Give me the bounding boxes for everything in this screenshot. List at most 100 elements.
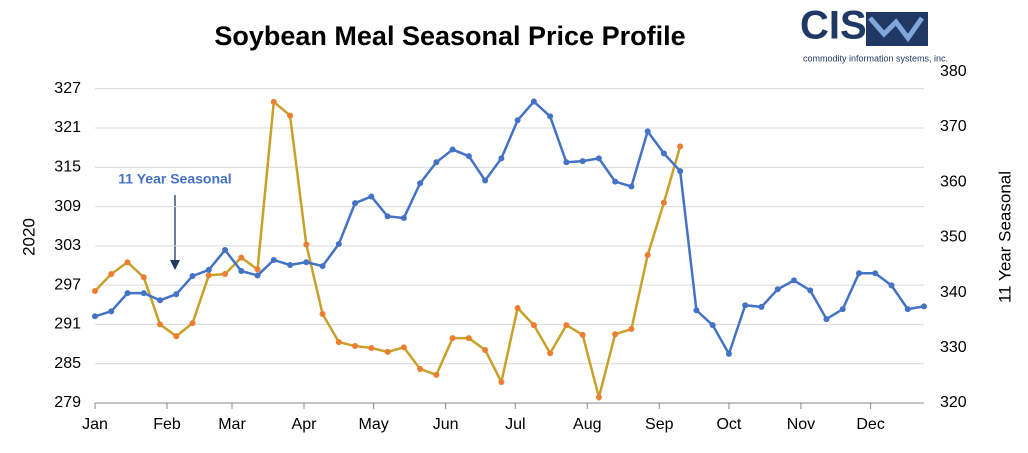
point (319, 263, 326, 270)
logo-zigzag (868, 16, 925, 43)
point (205, 266, 212, 273)
y-tick-label: 303 (54, 237, 81, 254)
point (303, 259, 310, 266)
point (823, 316, 830, 323)
point (140, 290, 147, 297)
point (352, 343, 359, 350)
x-tick-label: Jun (433, 416, 459, 433)
logo-text: CIS (800, 4, 867, 48)
y-tick-label: 279 (54, 394, 81, 411)
point (417, 180, 424, 187)
point (449, 335, 456, 342)
y-tick-label: 321 (54, 119, 81, 136)
point (514, 117, 521, 124)
y-tick-label: 291 (54, 316, 81, 333)
point (579, 158, 586, 165)
point (498, 379, 505, 386)
x-tick-label: Apr (292, 416, 318, 433)
x-tick-label: Jul (505, 416, 525, 433)
y2-axis-title: 11 Year Seasonal (995, 171, 1014, 303)
point (790, 277, 797, 284)
point (644, 128, 651, 135)
point (628, 183, 635, 190)
point (563, 159, 570, 166)
point (92, 288, 98, 295)
point (108, 308, 115, 315)
point (530, 322, 537, 329)
x-tick-label: Dec (856, 416, 884, 433)
y2-tick-label: 370 (940, 118, 967, 135)
point (595, 394, 602, 401)
point (628, 326, 635, 333)
y2-tick-label: 330 (940, 339, 967, 356)
point (530, 98, 537, 105)
point (205, 272, 212, 279)
x-tick-label: Feb (153, 416, 181, 433)
point (352, 200, 359, 207)
point (368, 345, 375, 352)
point (482, 346, 489, 353)
point (547, 113, 554, 120)
point (108, 271, 115, 278)
y-tick-label: 297 (54, 276, 81, 293)
point (400, 344, 407, 351)
point (693, 307, 700, 314)
y2-tick-label: 340 (940, 284, 967, 301)
point (335, 339, 342, 346)
point (449, 146, 456, 153)
point (709, 322, 716, 329)
point (417, 365, 424, 372)
point (482, 177, 489, 184)
point (270, 98, 277, 105)
point (563, 322, 570, 329)
point (758, 303, 765, 310)
point (287, 112, 294, 119)
point (547, 350, 554, 357)
point (254, 272, 261, 279)
x-tick-label: May (359, 416, 389, 433)
point (157, 297, 164, 304)
y-tick-label: 285 (54, 355, 81, 372)
point (579, 331, 586, 338)
y-tick-label: 327 (54, 80, 81, 97)
annotation: 11 Year Seasonal (118, 171, 231, 187)
point (921, 303, 927, 310)
point (839, 306, 846, 313)
point (433, 371, 440, 378)
point (612, 178, 619, 185)
series-line (94, 99, 925, 357)
x-tick-label: Nov (787, 416, 815, 433)
point (595, 155, 602, 162)
point (384, 348, 391, 355)
point (677, 168, 684, 175)
point (287, 261, 294, 268)
point (514, 305, 521, 312)
point (222, 247, 229, 254)
point (319, 310, 326, 317)
x-tick-label: Jan (82, 416, 108, 433)
point (270, 256, 277, 263)
y2-tick-label: 380 (940, 63, 967, 80)
point (173, 333, 180, 340)
y2-tick-label: 350 (940, 229, 967, 246)
logo-tagline: commodity information systems, inc. (803, 53, 948, 63)
point (238, 268, 245, 275)
y2-tick-label: 360 (940, 173, 967, 190)
point (238, 254, 245, 261)
annotation-arrowhead (170, 260, 180, 270)
y-tick-label: 315 (54, 159, 81, 176)
point (660, 199, 667, 206)
point (725, 350, 732, 357)
point (92, 313, 98, 320)
point (465, 153, 472, 160)
y-axis-title: 2020 (19, 218, 38, 256)
y-tick-label: 309 (54, 198, 81, 215)
point (742, 302, 749, 309)
y2-tick-label: 320 (940, 394, 967, 411)
point (904, 306, 911, 313)
point (400, 215, 407, 222)
x-tick-label: Oct (716, 416, 741, 433)
x-tick-label: Mar (218, 416, 246, 433)
point (222, 271, 229, 278)
